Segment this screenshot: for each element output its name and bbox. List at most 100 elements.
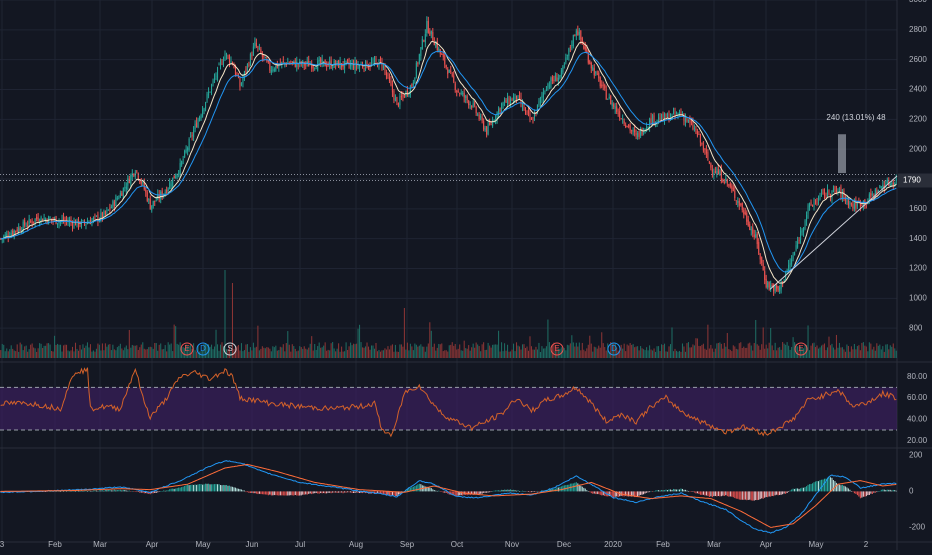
candle-body	[520, 97, 522, 105]
volume-bar	[448, 345, 450, 358]
macd-histogram-bar	[290, 491, 292, 496]
candle-body	[193, 130, 195, 138]
macd-histogram-bar	[480, 491, 482, 494]
candle-body	[689, 119, 691, 123]
macd-histogram-bar	[797, 488, 799, 492]
volume-bar	[231, 283, 233, 358]
volume-bar	[351, 345, 353, 358]
candle-body	[823, 191, 826, 197]
candle-body	[767, 282, 769, 288]
volume-bar	[323, 345, 325, 358]
macd-histogram-bar	[852, 491, 854, 492]
candle-body	[521, 104, 524, 107]
macd-histogram-bar	[42, 491, 44, 492]
x-axis-tick: May	[808, 540, 823, 549]
volume-bar	[57, 343, 59, 358]
candle-body	[311, 64, 313, 69]
volume-bar	[813, 342, 815, 358]
macd-histogram-bar	[515, 490, 518, 492]
volume-bar	[405, 349, 407, 358]
volume-bar	[861, 342, 863, 358]
candle-body	[320, 58, 322, 64]
candle-body	[24, 220, 26, 226]
macd-histogram-bar	[200, 484, 202, 492]
candle-body	[820, 191, 823, 195]
candle-body	[412, 82, 414, 86]
macd-histogram-bar	[892, 489, 894, 492]
macd-histogram-bar	[891, 490, 893, 492]
candle-body	[139, 179, 141, 182]
macd-histogram-bar	[625, 491, 627, 496]
macd-histogram-bar	[746, 491, 748, 501]
candle-body	[306, 61, 308, 63]
candle-body	[514, 93, 516, 100]
macd-histogram-bar	[865, 491, 867, 497]
macd-histogram-bar	[608, 491, 610, 497]
volume-bar	[556, 347, 558, 358]
volume-bar	[45, 345, 47, 358]
macd-histogram-bar	[616, 491, 618, 497]
macd-histogram-bar	[680, 488, 682, 492]
candle-body	[12, 230, 14, 235]
macd-histogram-bar	[551, 488, 553, 492]
volume-bar	[874, 350, 876, 358]
macd-histogram-bar	[803, 487, 805, 492]
volume-bar	[205, 343, 207, 358]
macd-histogram-bar	[203, 484, 205, 492]
volume-bar	[517, 345, 519, 358]
volume-bar	[403, 308, 405, 358]
candle-body	[182, 158, 184, 161]
volume-bar	[372, 345, 374, 358]
x-axis-tick: Oct	[451, 540, 464, 549]
macd-histogram-bar	[556, 487, 558, 492]
candle-body	[720, 169, 722, 181]
candle-body	[403, 95, 405, 98]
candle-body	[347, 59, 349, 62]
macd-histogram-bar	[666, 490, 669, 492]
volume-bar	[436, 347, 438, 358]
candle-body	[109, 207, 111, 210]
candle-body	[602, 84, 604, 86]
candle-body	[441, 53, 443, 55]
candle-body	[119, 193, 121, 198]
volume-bar	[68, 351, 71, 358]
volume-bar	[551, 344, 553, 358]
candle-body	[451, 74, 453, 76]
volume-bar	[550, 347, 552, 358]
macd-histogram-bar	[753, 491, 755, 501]
candle-body	[515, 95, 518, 100]
macd-histogram-bar	[382, 491, 384, 495]
candle-body	[738, 200, 740, 206]
volume-bar	[741, 348, 743, 358]
candle-body	[7, 235, 9, 238]
macd-histogram-bar	[184, 485, 186, 492]
volume-bar	[300, 347, 302, 358]
candle-body	[759, 253, 761, 260]
candle-body	[237, 77, 239, 79]
volume-bar	[846, 344, 848, 358]
candle-body	[161, 190, 163, 197]
volume-bar	[348, 346, 350, 358]
volume-bar	[610, 342, 612, 358]
candle-body	[212, 80, 214, 84]
macd-histogram-bar	[363, 491, 365, 493]
volume-bar	[406, 342, 408, 358]
volume-bar	[889, 345, 891, 358]
volume-bar	[726, 333, 728, 358]
volume-bar	[819, 347, 821, 358]
volume-bar	[786, 342, 788, 358]
macd-histogram-bar	[66, 491, 68, 492]
candle-body	[221, 63, 223, 65]
volume-bar	[426, 346, 428, 358]
volume-bar	[263, 347, 265, 358]
volume-bar	[170, 343, 172, 358]
candle-body	[125, 186, 127, 190]
volume-bar	[173, 324, 175, 358]
macd-histogram-bar	[744, 491, 746, 500]
macd-histogram-bar	[393, 491, 395, 496]
macd-histogram-bar	[795, 488, 797, 492]
volume-bar	[385, 349, 387, 358]
macd-histogram-bar	[246, 491, 248, 493]
candle-body	[861, 205, 863, 207]
